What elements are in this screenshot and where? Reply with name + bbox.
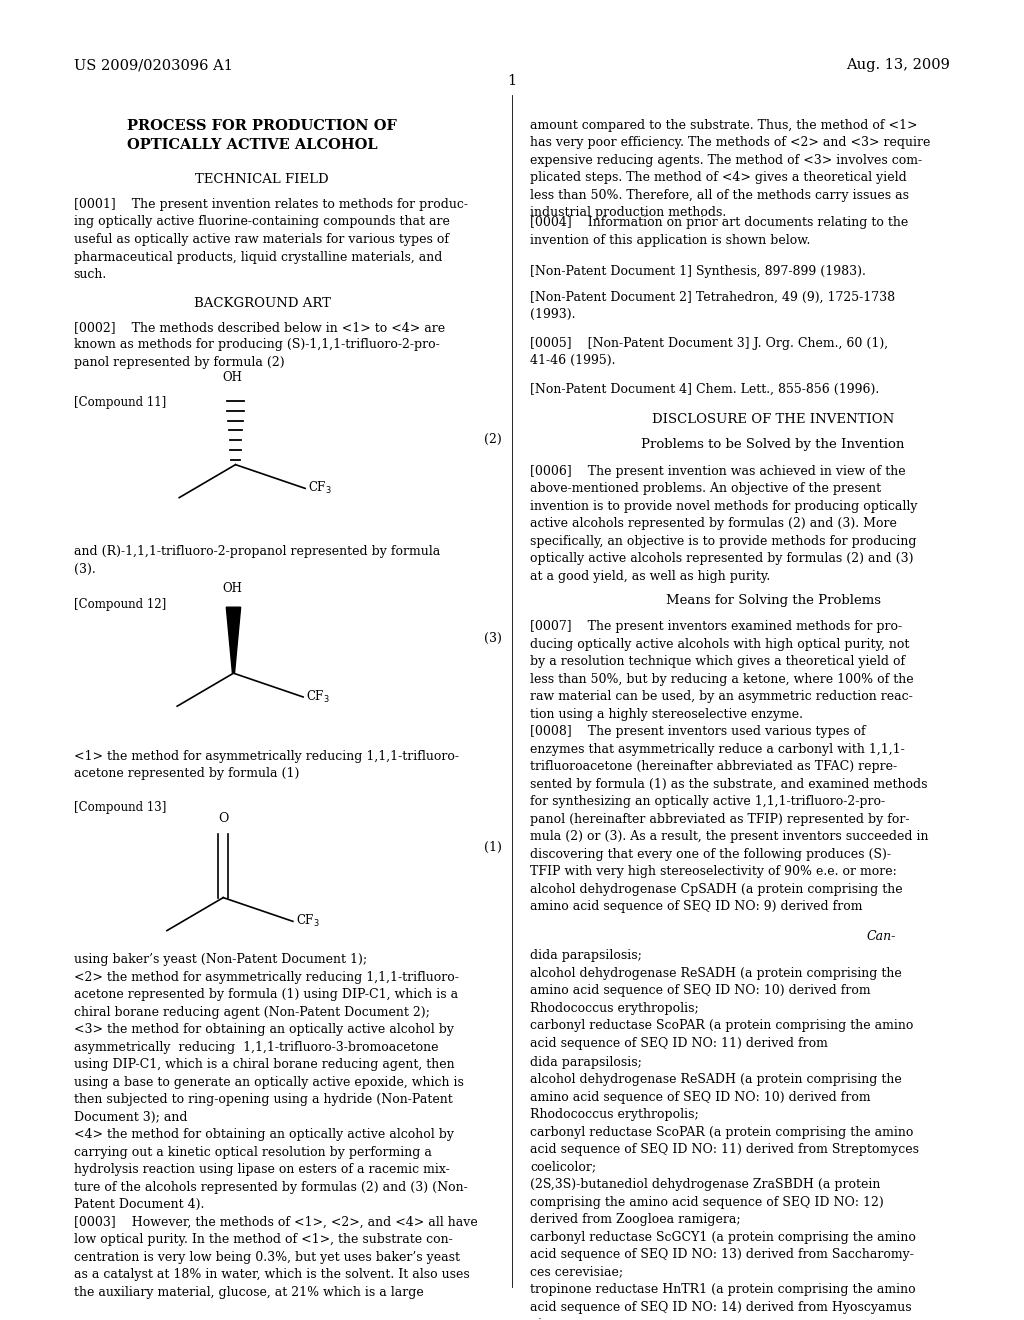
Text: dida parapsilosis;
alcohol dehydrogenase ReSADH (a protein comprising the
amino : dida parapsilosis; alcohol dehydrogenase…	[530, 1056, 920, 1320]
Text: PROCESS FOR PRODUCTION OF
OPTICALLY ACTIVE ALCOHOL: PROCESS FOR PRODUCTION OF OPTICALLY ACTI…	[127, 119, 397, 152]
Text: [Non-Patent Document 1] Synthesis, 897-899 (1983).: [Non-Patent Document 1] Synthesis, 897-8…	[530, 265, 866, 279]
Text: CF$_3$: CF$_3$	[308, 480, 332, 496]
Text: and (R)-1,1,1-trifluoro-2-propanol represented by formula
(3).: and (R)-1,1,1-trifluoro-2-propanol repre…	[74, 545, 440, 576]
Text: Means for Solving the Problems: Means for Solving the Problems	[666, 594, 881, 607]
Text: CF$_3$: CF$_3$	[296, 913, 319, 929]
Text: [Compound 11]: [Compound 11]	[74, 396, 166, 409]
Text: Aug. 13, 2009: Aug. 13, 2009	[847, 58, 950, 73]
Text: [0007]    The present inventors examined methods for pro-
ducing optically activ: [0007] The present inventors examined me…	[530, 620, 929, 913]
Text: [0006]    The present invention was achieved in view of the
above-mentioned prob: [0006] The present invention was achieve…	[530, 465, 918, 582]
Text: [0005]    [Non-Patent Document 3] J. Org. Chem., 60 (1),
41-46 (1995).: [0005] [Non-Patent Document 3] J. Org. C…	[530, 337, 889, 367]
Text: [0002]    The methods described below in <1> to <4> are
known as methods for pro: [0002] The methods described below in <1…	[74, 321, 444, 368]
Text: Problems to be Solved by the Invention: Problems to be Solved by the Invention	[641, 438, 905, 451]
Text: DISCLOSURE OF THE INVENTION: DISCLOSURE OF THE INVENTION	[652, 413, 894, 426]
Text: (2): (2)	[484, 433, 502, 446]
Text: amount compared to the substrate. Thus, the method of <1>
has very poor efficien: amount compared to the substrate. Thus, …	[530, 119, 931, 219]
Text: dida parapsilosis;
alcohol dehydrogenase ReSADH (a protein comprising the
amino : dida parapsilosis; alcohol dehydrogenase…	[530, 949, 913, 1049]
Text: [Non-Patent Document 4] Chem. Lett., 855-856 (1996).: [Non-Patent Document 4] Chem. Lett., 855…	[530, 383, 880, 396]
Text: CF$_3$: CF$_3$	[306, 689, 330, 705]
Text: OH: OH	[222, 582, 243, 595]
Text: TECHNICAL FIELD: TECHNICAL FIELD	[196, 173, 329, 186]
Text: [Non-Patent Document 2] Tetrahedron, 49 (9), 1725-1738
(1993).: [Non-Patent Document 2] Tetrahedron, 49 …	[530, 290, 896, 321]
Text: BACKGROUND ART: BACKGROUND ART	[194, 297, 331, 310]
Text: O: O	[218, 812, 228, 825]
Text: [0004]    Information on prior art documents relating to the
invention of this a: [0004] Information on prior art document…	[530, 216, 908, 247]
Text: [Compound 13]: [Compound 13]	[74, 801, 166, 814]
Text: (3): (3)	[484, 632, 502, 645]
Text: US 2009/0203096 A1: US 2009/0203096 A1	[74, 58, 232, 73]
Text: using baker’s yeast (Non-Patent Document 1);
<2> the method for asymmetrically r: using baker’s yeast (Non-Patent Document…	[74, 953, 477, 1299]
Text: [Compound 12]: [Compound 12]	[74, 598, 166, 611]
Text: (1): (1)	[484, 841, 502, 854]
Text: [0001]    The present invention relates to methods for produc-
ing optically act: [0001] The present invention relates to …	[74, 198, 468, 281]
Text: OH: OH	[222, 371, 243, 384]
Text: 1: 1	[508, 74, 516, 88]
Polygon shape	[226, 607, 241, 673]
Text: <1> the method for asymmetrically reducing 1,1,1-trifluoro-
acetone represented : <1> the method for asymmetrically reduci…	[74, 750, 459, 780]
Text: Can-: Can-	[866, 929, 896, 942]
